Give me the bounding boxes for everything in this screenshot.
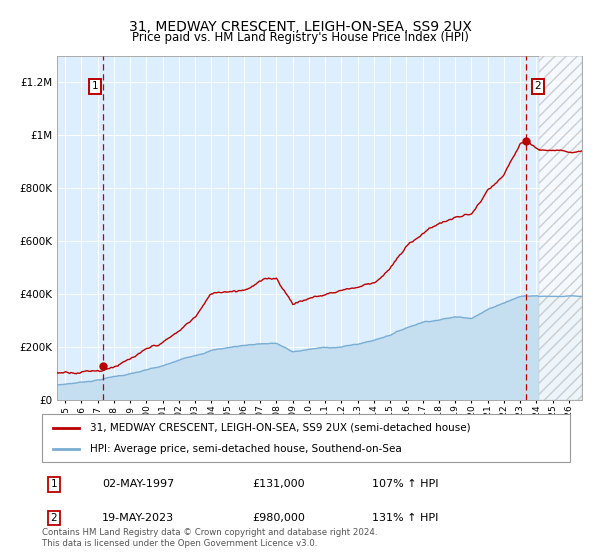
Text: 2: 2 [535,81,541,91]
Text: 131% ↑ HPI: 131% ↑ HPI [372,513,439,523]
Text: £980,000: £980,000 [252,513,305,523]
Text: 107% ↑ HPI: 107% ↑ HPI [372,479,439,489]
Text: 2: 2 [50,513,58,523]
Text: £131,000: £131,000 [252,479,305,489]
Text: Contains HM Land Registry data © Crown copyright and database right 2024.
This d: Contains HM Land Registry data © Crown c… [42,528,377,548]
FancyBboxPatch shape [42,414,570,462]
Text: 19-MAY-2023: 19-MAY-2023 [102,513,174,523]
Text: 31, MEDWAY CRESCENT, LEIGH-ON-SEA, SS9 2UX (semi-detached house): 31, MEDWAY CRESCENT, LEIGH-ON-SEA, SS9 2… [89,423,470,433]
Text: 1: 1 [92,81,98,91]
Text: 1: 1 [50,479,58,489]
Text: Price paid vs. HM Land Registry's House Price Index (HPI): Price paid vs. HM Land Registry's House … [131,31,469,44]
Bar [539,56,582,400]
Text: HPI: Average price, semi-detached house, Southend-on-Sea: HPI: Average price, semi-detached house,… [89,444,401,454]
Text: 31, MEDWAY CRESCENT, LEIGH-ON-SEA, SS9 2UX: 31, MEDWAY CRESCENT, LEIGH-ON-SEA, SS9 2… [128,20,472,34]
Text: 02-MAY-1997: 02-MAY-1997 [102,479,174,489]
